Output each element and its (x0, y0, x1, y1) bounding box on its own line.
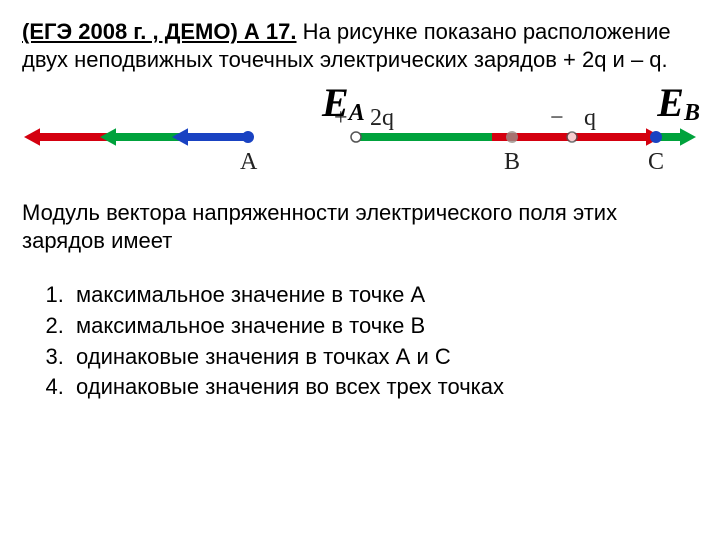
answer-4: одинаковые значения во всех трех точках (70, 372, 698, 403)
answers-list: максимальное значение в точке А максимал… (22, 280, 698, 403)
answer-3: одинаковые значения в точках А и С (70, 342, 698, 373)
svg-text:C: C (648, 149, 664, 175)
lead-text: (ЕГЭ 2008 г. , ДЕМО) А 17. (22, 19, 297, 44)
svg-text:A: A (240, 149, 258, 175)
answer-1: максимальное значение в точке А (70, 280, 698, 311)
result-text: Модуль вектора напряженности электрическ… (22, 199, 698, 254)
svg-text:B: B (504, 149, 520, 175)
diagram: EA EB +2q−qABC (22, 81, 698, 191)
label-EA: EA (322, 79, 365, 127)
svg-text:−: − (550, 105, 564, 131)
svg-text:q: q (584, 105, 596, 131)
label-EB: EB (657, 79, 700, 127)
svg-text:2q: 2q (370, 105, 394, 131)
answer-2: максимальное значение в точке В (70, 311, 698, 342)
question-text: (ЕГЭ 2008 г. , ДЕМО) А 17. На рисунке по… (22, 18, 698, 73)
